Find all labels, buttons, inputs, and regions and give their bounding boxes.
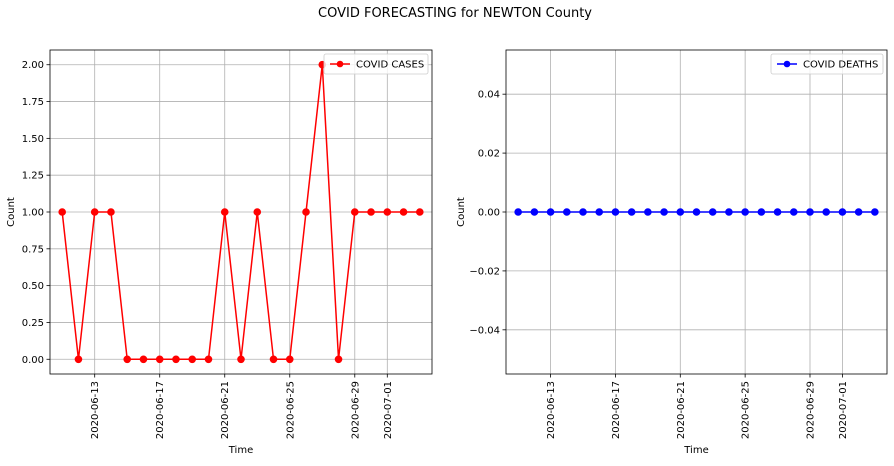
deaths-data-point [871, 208, 879, 216]
deaths-x-tick-label: 2020-06-29 [805, 381, 816, 439]
cases-y-tick-label: 1.00 [22, 208, 44, 219]
deaths-data-point [562, 208, 571, 216]
deaths-data-point [725, 208, 733, 216]
cases-chart-panel: 0.00 0.25 0.50 0.75 1.00 1.25 1.50 1.75 2.00 2020… [6, 49, 433, 456]
cases-data-point [204, 355, 213, 364]
cases-x-tick-label: 2020-07-01 [383, 381, 394, 439]
cases-x-axis-label: Time [228, 445, 253, 456]
deaths-data-point [579, 208, 587, 216]
cases-data-point [237, 355, 245, 364]
deaths-data-point [530, 208, 539, 216]
cases-y-tick-label: 1.75 [22, 97, 44, 108]
cases-y-tick-label: 2.00 [22, 60, 44, 71]
deaths-legend-box [770, 53, 884, 75]
cases-data-point [188, 355, 197, 364]
deaths-y-tick-label: 0.02 [478, 149, 500, 160]
deaths-x-tick-label: 2020-06-13 [546, 381, 557, 439]
deaths-x-axis-label: Time [683, 445, 708, 456]
deaths-data-point [611, 208, 620, 216]
cases-data-point [334, 355, 343, 364]
cases-y-axis-label: Count [6, 197, 17, 227]
cases-data-point [139, 355, 148, 364]
deaths-y-tick-label: −0.04 [469, 325, 500, 336]
cases-data-point [269, 355, 278, 364]
cases-data-point [367, 208, 375, 216]
cases-legend: COVID CASES [323, 53, 429, 75]
cases-x-tick-label: 2020-06-29 [350, 381, 361, 439]
deaths-data-point [595, 208, 604, 216]
deaths-legend-label: COVID DEATHS [803, 60, 878, 71]
cases-data-point [107, 208, 115, 216]
deaths-data-point [708, 208, 717, 216]
cases-data-point [58, 208, 66, 216]
cases-data-point [253, 208, 262, 216]
cases-data-point [172, 355, 180, 364]
cases-data-point [123, 355, 132, 364]
deaths-x-tick-label: 2020-06-25 [741, 381, 752, 439]
deaths-y-tick-label: 0.04 [478, 90, 500, 101]
cases-data-point [416, 208, 424, 216]
cases-data-point [350, 208, 359, 216]
deaths-data-point [741, 208, 749, 216]
deaths-y-tick-label: 0.00 [478, 208, 500, 219]
deaths-chart-panel: −0.04 −0.02 0.00 0.02 0.04 2020-06-13 2020-06-… [456, 49, 888, 456]
cases-data-point [220, 208, 229, 216]
deaths-data-point [757, 208, 766, 216]
cases-data-point [399, 208, 408, 216]
cases-data-point [285, 355, 294, 364]
deaths-data-point [676, 208, 685, 216]
cases-legend-box [323, 53, 429, 75]
deaths-data-point [514, 208, 522, 216]
deaths-y-tick-label: −0.02 [469, 266, 500, 277]
deaths-x-tick-label: 2020-06-21 [676, 381, 687, 439]
deaths-x-tick-label: 2020-06-17 [611, 381, 622, 439]
cases-x-tick-label: 2020-06-13 [90, 381, 101, 439]
cases-y-tick-label: 0.75 [22, 244, 44, 255]
deaths-data-point [822, 208, 831, 216]
cases-y-tick-label: 0.00 [22, 355, 44, 366]
deaths-data-point [660, 208, 668, 216]
cases-x-tick-label: 2020-06-17 [155, 381, 166, 439]
deaths-data-point [773, 208, 782, 216]
figure-title: COVID FORECASTING for NEWTON County [318, 6, 592, 21]
cases-data-point [302, 208, 310, 216]
cases-y-tick-label: 1.25 [22, 171, 44, 182]
cases-y-tick-label: 0.25 [22, 318, 44, 329]
deaths-legend-marker [783, 60, 791, 68]
cases-y-tick-label: 0.50 [22, 281, 44, 292]
deaths-data-point [692, 208, 701, 216]
deaths-data-point [854, 208, 863, 216]
deaths-data-point [546, 208, 555, 216]
cases-data-point [74, 355, 83, 364]
cases-data-point [155, 355, 164, 364]
cases-data-point [383, 208, 392, 216]
cases-legend-marker [336, 60, 344, 68]
cases-y-tick-label: 1.50 [22, 134, 44, 145]
cases-x-tick-label: 2020-06-21 [220, 381, 231, 439]
deaths-data-point [644, 208, 652, 216]
deaths-data-point [838, 208, 847, 216]
deaths-data-point [806, 208, 814, 216]
deaths-data-point [789, 208, 798, 216]
deaths-x-tick-label: 2020-07-01 [838, 381, 849, 439]
cases-legend-label: COVID CASES [356, 60, 424, 71]
deaths-legend: COVID DEATHS [770, 53, 884, 75]
cases-data-point [90, 208, 99, 216]
deaths-y-axis-label: Count [456, 197, 467, 227]
deaths-data-point [627, 208, 636, 216]
cases-x-tick-label: 2020-06-25 [285, 381, 296, 439]
